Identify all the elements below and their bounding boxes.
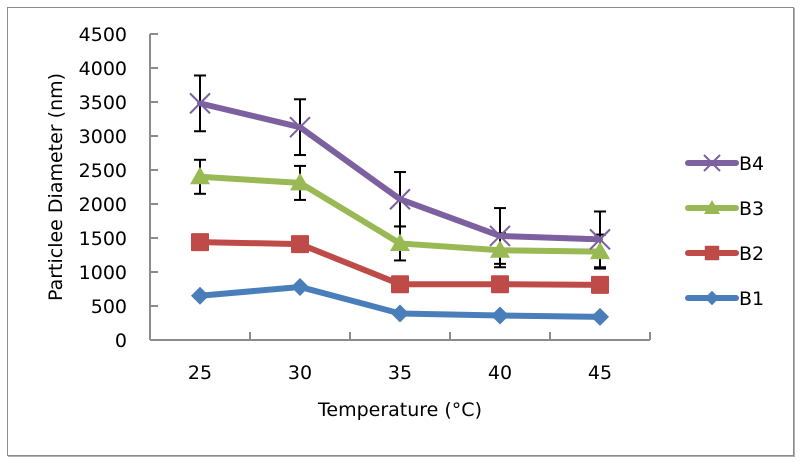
y-tick-label: 3000 (79, 126, 127, 148)
data-point-b1 (391, 304, 409, 323)
y-tick-label: 1000 (79, 262, 127, 284)
legend-item-b4: B4 (685, 153, 764, 175)
y-tick-label: 500 (91, 296, 127, 318)
data-point-b1 (491, 306, 509, 325)
data-point-b4 (189, 92, 211, 115)
y-tick-label: 4500 (79, 24, 127, 46)
legend-item-b2: B2 (685, 243, 764, 265)
legend-label: B1 (739, 288, 764, 310)
data-point-b3 (490, 240, 510, 258)
data-point-b1 (291, 277, 309, 296)
legend-marker (704, 290, 720, 306)
y-tick-label: 0 (115, 330, 127, 352)
data-point-b3 (390, 233, 410, 251)
legend-marker (703, 154, 721, 172)
data-point-b4 (389, 188, 411, 210)
data-point-b3 (290, 172, 310, 191)
data-point-b4 (289, 116, 311, 138)
x-tick-label: 25 (188, 362, 212, 384)
y-tick-label: 3500 (79, 92, 127, 114)
y-axis-title: Particlee Diameter (nm) (45, 73, 67, 301)
x-tick-label: 35 (388, 362, 412, 384)
data-point-b1 (191, 286, 209, 305)
legend-label: B4 (739, 153, 764, 175)
y-tick-label: 4000 (79, 58, 127, 80)
data-point-b2 (391, 275, 409, 294)
y-tick-label: 1500 (79, 228, 127, 250)
data-point-b3 (190, 166, 210, 185)
x-tick-label: 45 (588, 362, 612, 384)
legend-item-b3: B3 (685, 198, 764, 220)
series-markers (189, 92, 611, 326)
data-point-b4 (489, 225, 511, 247)
data-point-b2 (591, 275, 609, 294)
x-tick-label: 40 (488, 362, 512, 384)
x-axis-title: Temperature (°C) (317, 399, 482, 421)
marker-stroke (189, 92, 211, 115)
marker-stroke (703, 154, 721, 172)
data-point-b1 (591, 307, 609, 326)
marker-stroke (389, 188, 411, 210)
axes: 0 500 1000 1500 2000 2500 3000 3500 4000 4500 25 30… (79, 24, 651, 384)
x-tick-label: 30 (288, 362, 312, 384)
y-tick-label: 2000 (79, 194, 127, 216)
legend-label: B2 (739, 243, 764, 265)
legend-label: B3 (739, 198, 764, 220)
marker-stroke (289, 116, 311, 138)
data-point-b3 (590, 241, 610, 260)
legend-marker (704, 245, 720, 261)
data-point-b4 (589, 228, 611, 251)
data-point-b2 (191, 233, 209, 252)
legend-marker (704, 200, 720, 214)
marker-stroke (589, 228, 611, 251)
data-point-b2 (291, 235, 309, 254)
marker-stroke (489, 225, 511, 247)
legend-item-b1: B1 (685, 288, 764, 310)
y-tick-label: 2500 (79, 160, 127, 182)
legend: B4 B3 B2 B1 (685, 153, 764, 310)
data-point-b2 (491, 275, 509, 294)
